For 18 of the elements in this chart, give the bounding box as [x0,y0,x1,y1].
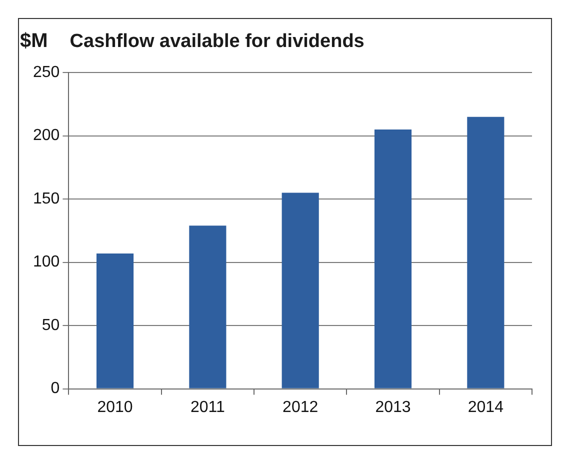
y-tick-label: 100 [32,254,60,271]
bar [467,116,504,388]
x-tick-label: 2012 [282,398,318,416]
y-tick-label: 150 [32,190,60,208]
y-tick-label: 50 [42,316,60,334]
y-tick-label: 0 [50,380,60,398]
bar [189,226,226,388]
x-tick-label: 2014 [468,398,504,416]
bar [282,192,319,388]
y-tick-label: 200 [32,127,60,144]
x-tick-label: 2011 [190,398,225,416]
bar [96,253,134,388]
x-tick-label: 2010 [97,398,133,416]
chart-title: Cashflow available for dividends [70,31,364,53]
y-axis-title: $M [20,30,48,53]
bar [374,130,412,388]
x-tick-label: 2013 [375,398,411,416]
y-tick-label: 250 [32,64,60,82]
